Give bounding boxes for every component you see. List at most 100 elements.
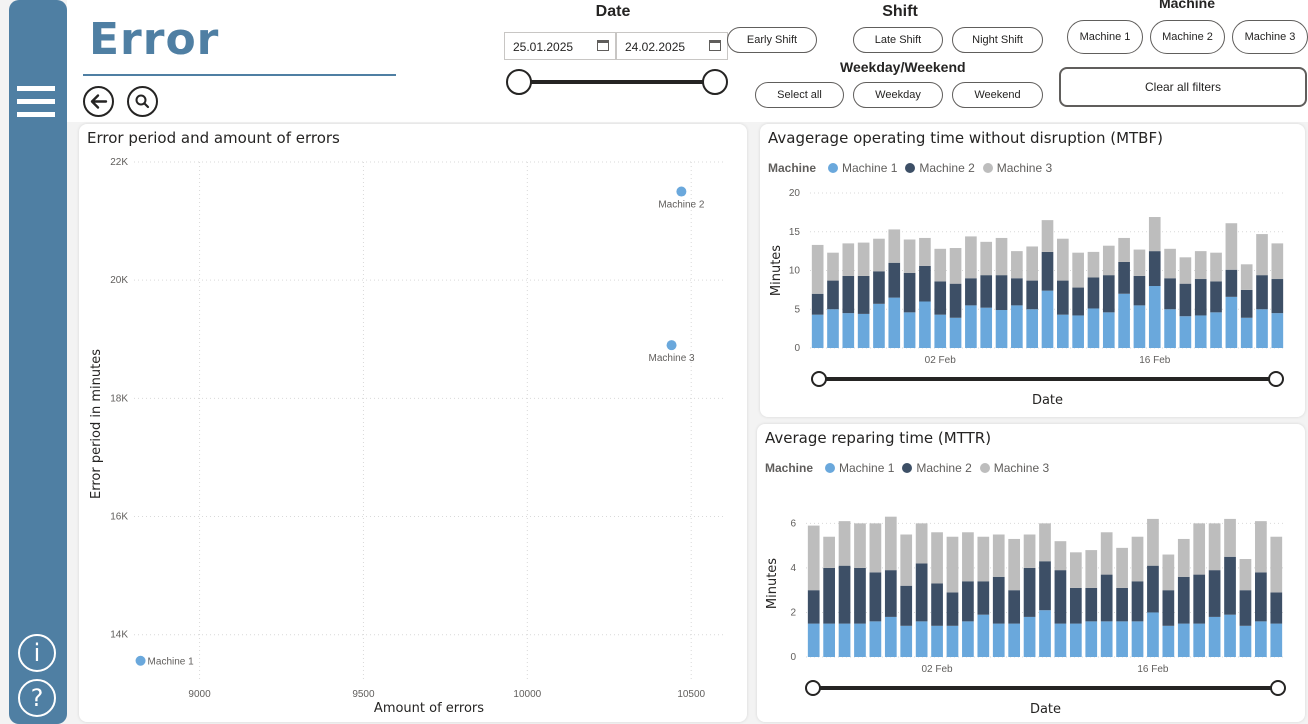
search-button[interactable] xyxy=(127,86,158,117)
bar-segment-machine-1 xyxy=(962,621,974,657)
bar-segment-machine-1 xyxy=(1041,290,1054,348)
bar-segment-machine-2 xyxy=(980,275,993,308)
bar-segment-machine-2 xyxy=(873,271,885,304)
legend-dot-machine-1 xyxy=(828,163,839,173)
scatter-chart[interactable]: 9000 9500 10000 10500 14K 16K 18K 20K 22K Amount … xyxy=(79,124,747,722)
bar-segment-machine-2 xyxy=(965,278,977,306)
bar-segment-machine-3 xyxy=(1271,243,1284,280)
date-range-start-handle[interactable] xyxy=(506,69,532,95)
info-icon[interactable]: i xyxy=(18,634,56,672)
bar-segment-machine-3 xyxy=(900,534,913,586)
bar-segment-machine-2 xyxy=(888,262,901,298)
date-slider-start-handle[interactable] xyxy=(811,371,827,387)
shift-early-button[interactable]: Early Shift xyxy=(727,27,817,53)
y-tick-label: 0 xyxy=(790,652,796,663)
bar-segment-machine-2 xyxy=(842,275,855,314)
bar-segment-machine-1 xyxy=(1133,305,1146,348)
x-axis-title: Date xyxy=(1030,702,1061,717)
bar-segment-machine-2 xyxy=(1116,587,1128,622)
help-icon[interactable]: ? xyxy=(18,679,56,717)
bar-segment-machine-3 xyxy=(903,239,916,273)
machine-slicer-title: Machine xyxy=(1158,0,1215,11)
calendar-icon[interactable] xyxy=(597,40,609,51)
date-slider-end-handle[interactable] xyxy=(1268,371,1284,387)
bar-segment-machine-2 xyxy=(1039,561,1051,611)
x-tick-label: 16 Feb xyxy=(1139,355,1171,366)
bar-segment-machine-3 xyxy=(1193,523,1206,575)
bar-segment-machine-2 xyxy=(992,576,1005,624)
end-date-input[interactable]: 24.02.2025 xyxy=(616,32,728,60)
date-range-track[interactable] xyxy=(519,80,715,84)
bar-segment-machine-2 xyxy=(1057,280,1069,315)
bar-segment-machine-1 xyxy=(903,312,916,348)
bar-segment-machine-3 xyxy=(1100,532,1113,575)
bar-segment-machine-2 xyxy=(995,275,1008,311)
bar-segment-machine-3 xyxy=(1069,552,1082,588)
bar-segment-machine-2 xyxy=(931,583,943,626)
start-date-input[interactable]: 25.01.2025 xyxy=(504,32,616,60)
bar-segment-machine-3 xyxy=(1008,538,1021,591)
calendar-icon[interactable] xyxy=(709,40,721,51)
legend-label-machine-2: Machine 2 xyxy=(916,461,972,475)
bar-segment-machine-1 xyxy=(1256,309,1268,348)
mtbf-chart[interactable]: 0 5 10 15 20 02 Feb 16 Feb Minutes Date xyxy=(760,124,1305,417)
machine-2-button[interactable]: Machine 2 xyxy=(1150,20,1225,54)
bar-segment-machine-2 xyxy=(1118,261,1130,294)
title-underline xyxy=(83,74,396,76)
bar-segment-machine-1 xyxy=(931,625,943,657)
legend-dot-machine-1 xyxy=(825,463,836,473)
sidebar: i ? xyxy=(9,0,67,724)
bar-segment-machine-3 xyxy=(1208,523,1221,571)
bar-segment-machine-2 xyxy=(827,280,839,310)
shift-night-button[interactable]: Night Shift xyxy=(952,27,1043,53)
bar-segment-machine-1 xyxy=(1100,621,1113,657)
mtbf-legend: Machine Machine 1 Machine 2 Machine 3 xyxy=(768,161,1052,175)
legend-dot-machine-3 xyxy=(979,463,990,473)
bar-segment-machine-2 xyxy=(1210,281,1222,313)
bar-segment-machine-2 xyxy=(1239,590,1252,626)
bar-segment-machine-1 xyxy=(934,314,947,348)
bar-segment-machine-2 xyxy=(1085,587,1098,622)
menu-icon[interactable] xyxy=(17,84,57,120)
bar-segment-machine-2 xyxy=(1102,275,1115,313)
weekday-select-all-button[interactable]: Select all xyxy=(755,82,844,108)
y-axis-title: Minutes xyxy=(769,245,784,296)
bar-segment-machine-2 xyxy=(854,567,866,624)
bar-segment-machine-3 xyxy=(949,248,962,284)
weekend-button[interactable]: Weekend xyxy=(952,82,1043,108)
date-range-end-handle[interactable] xyxy=(702,69,728,95)
bar-segment-machine-3 xyxy=(1147,518,1159,566)
bar-segment-machine-1 xyxy=(838,623,851,657)
clear-filters-button[interactable]: Clear all filters xyxy=(1059,67,1307,107)
mttr-legend: Machine Machine 1 Machine 2 Machine 3 xyxy=(765,461,1049,475)
legend-label-machine-3: Machine 3 xyxy=(993,461,1050,475)
bar-segment-machine-1 xyxy=(1054,623,1067,657)
bar-segment-machine-2 xyxy=(1026,280,1038,310)
legend-dot-machine-2 xyxy=(905,163,916,173)
machine-3-button[interactable]: Machine 3 xyxy=(1232,20,1308,54)
bar-segment-machine-2 xyxy=(1225,269,1238,297)
bar-segment-machine-1 xyxy=(1087,308,1100,348)
bar-segment-machine-2 xyxy=(1008,590,1021,624)
bar-segment-machine-3 xyxy=(1270,536,1283,593)
y-tick-label: 18K xyxy=(110,393,128,404)
bar-segment-machine-3 xyxy=(873,238,885,272)
bar-segment-machine-2 xyxy=(1256,275,1268,310)
bar-segment-machine-2 xyxy=(1100,574,1113,622)
back-button[interactable] xyxy=(83,86,114,117)
bar-segment-machine-2 xyxy=(1193,574,1206,624)
bar-segment-machine-3 xyxy=(1072,252,1084,288)
date-slider-end-handle[interactable] xyxy=(1270,680,1286,696)
weekday-button[interactable]: Weekday xyxy=(853,82,943,108)
end-date-value: 24.02.2025 xyxy=(625,40,686,54)
bar-segment-machine-1 xyxy=(811,314,824,348)
shift-late-button[interactable]: Late Shift xyxy=(853,27,943,53)
mttr-chart[interactable]: 0 2 4 6 02 Feb 16 Feb Minutes Date xyxy=(757,424,1305,722)
bar-segment-machine-2 xyxy=(1162,590,1175,626)
machine-1-button[interactable]: Machine 1 xyxy=(1067,20,1143,54)
bar-segment-machine-2 xyxy=(1240,289,1253,318)
date-slider-start-handle[interactable] xyxy=(805,680,821,696)
bar-segment-machine-3 xyxy=(946,536,959,593)
bar-segment-machine-2 xyxy=(1177,576,1190,624)
bar-segment-machine-1 xyxy=(869,621,882,657)
